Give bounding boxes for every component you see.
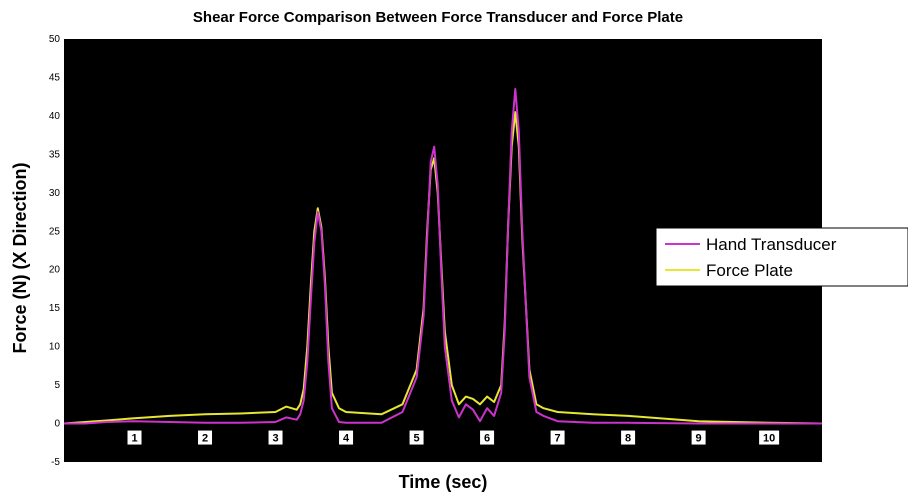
y-axis-label: Force (N) (X Direction) <box>10 162 30 353</box>
x-tick-label: 7 <box>555 433 561 445</box>
x-tick-label-box <box>268 430 283 445</box>
y-tick-label: 20 <box>49 265 61 276</box>
y-tick-label: 35 <box>49 149 61 160</box>
x-tick-label-box <box>127 430 142 445</box>
legend: Hand Transducer Force Plate <box>655 227 908 287</box>
x-tick-label-box <box>339 430 354 445</box>
x-tick-label-box <box>198 430 213 445</box>
x-tick-label: 9 <box>696 433 702 445</box>
y-tick-label: 10 <box>49 342 61 353</box>
y-tick-label: 45 <box>49 72 61 83</box>
chart-title: Shear Force Comparison Between Force Tra… <box>193 9 683 26</box>
x-tick-label-box <box>759 430 780 445</box>
series-line-hand-transducer <box>64 88 822 425</box>
x-tick-label: 4 <box>343 433 350 445</box>
x-tick-label-box <box>480 430 495 445</box>
legend-label-hand-transducer: Hand Transducer <box>706 235 837 254</box>
x-tick-label: 10 <box>763 433 775 445</box>
x-tick-label: 3 <box>272 433 278 445</box>
x-tick-label: 1 <box>131 433 137 445</box>
x-tick-label-box <box>409 430 424 445</box>
x-tick-label-box <box>691 430 706 445</box>
x-tick-label: 5 <box>413 433 419 445</box>
series-lines <box>63 88 823 425</box>
y-tick-label: 5 <box>54 380 60 391</box>
x-tick-label-box <box>550 430 565 445</box>
x-tick-label-box <box>621 430 636 445</box>
x-tick-label: 2 <box>202 433 208 445</box>
y-tick-label: 25 <box>49 226 61 237</box>
x-tick-label: 6 <box>484 433 490 445</box>
x-tick-label: 0 <box>66 433 72 445</box>
legend-label-force-plate: Force Plate <box>706 261 793 280</box>
x-tick-label: 8 <box>625 433 631 445</box>
y-tick-label: 50 <box>49 34 61 45</box>
y-tick-label: 15 <box>49 303 61 314</box>
x-axis-label: Time (sec) <box>399 472 488 492</box>
y-tick-label: 40 <box>49 111 61 122</box>
y-axis-ticks: -5 0 5 10 15 20 25 30 35 40 45 50 <box>49 34 61 468</box>
x-axis-ticks: 0 1 2 3 4 5 6 7 8 9 10 <box>66 430 780 445</box>
y-tick-label: -5 <box>51 457 60 468</box>
y-tick-label: 0 <box>54 419 60 430</box>
y-tick-label: 30 <box>49 188 61 199</box>
legend-box <box>655 227 908 287</box>
